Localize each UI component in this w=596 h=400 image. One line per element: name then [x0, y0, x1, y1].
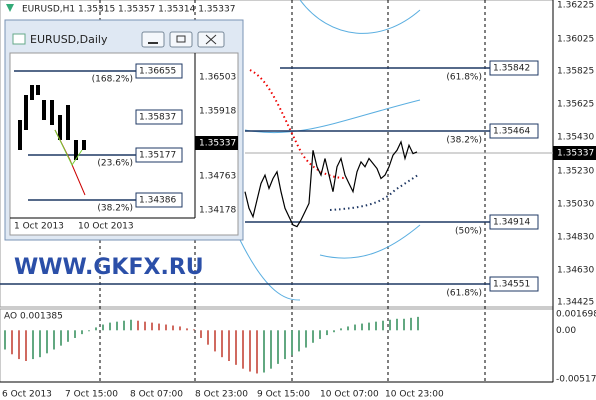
time-label: 10 Oct 23:00 [385, 390, 444, 400]
minimize-button[interactable] [141, 31, 165, 48]
inset-price-label: 1.35918 [199, 107, 236, 117]
price-axis: 1.36225 1.36025 1.35825 1.35625 1.35430 1.352… [553, 1, 596, 308]
time-label: 6 Oct 2013 [2, 390, 52, 400]
band [299, 0, 421, 34]
inset-window[interactable]: EURUSD,Daily 1.36503 1.35918 1.34763 1.3417… [4, 19, 244, 241]
level-box [135, 109, 183, 125]
level-percent: (168.2%) [92, 75, 133, 85]
time-label: 9 Oct 15:00 [257, 390, 310, 400]
icon [176, 35, 186, 43]
level-label: 1.34914 [493, 218, 530, 228]
level-label: 1.35837 [139, 113, 176, 123]
level-label: 1.35842 [493, 64, 530, 74]
level-box [489, 276, 539, 292]
ao-label: AO 0.001385 [4, 312, 63, 322]
current-price: 1.35337 [199, 139, 236, 149]
time-label: 8 Oct 23:00 [195, 390, 248, 400]
price-label: 1.36025 [557, 35, 594, 45]
band [244, 99, 421, 134]
inset-candles [18, 85, 86, 160]
level-percent: (50%) [455, 227, 482, 237]
inset-date: 1 Oct 2013 [14, 222, 64, 232]
level-box [135, 192, 183, 208]
sar [249, 69, 346, 179]
window-title: EURUSD,Daily [30, 33, 108, 46]
separators [99, 0, 486, 382]
price-label: 1.35230 [557, 167, 594, 177]
time-label: 8 Oct 07:00 [130, 390, 183, 400]
level-labels: 1.35842 (61.8%) 1.35464 (38.2%) 1.34914 (50%)… [446, 60, 539, 299]
price-series [244, 140, 418, 228]
price-label: 1.34830 [557, 233, 594, 243]
level-box [489, 123, 539, 139]
time-axis: 6 Oct 2013 7 Oct 15:00 8 Oct 07:00 8 Oct 23… [2, 390, 444, 400]
ao-histogram: 0.001698 0.00 -0.005179 [4, 310, 596, 385]
inset-price-label: 1.36503 [199, 73, 236, 83]
ao-panel [0, 308, 554, 383]
level-label: 1.34386 [139, 196, 176, 206]
inset-line [54, 129, 83, 167]
level-label: 1.34551 [493, 280, 530, 290]
watermark: WWW.GKFX.RU [14, 255, 204, 280]
level-percent: (23.6%) [97, 159, 133, 169]
window-icon [12, 33, 26, 45]
symbol-info: EURUSD,H1 1.35315 1.35357 1.35314 1.3533… [22, 5, 235, 15]
band [239, 224, 421, 301]
price-label: 1.35030 [557, 200, 594, 210]
level-percent: (38.2%) [446, 136, 482, 146]
time-label: 7 Oct 15:00 [65, 390, 118, 400]
price-line [244, 140, 418, 228]
level-percent: (61.8%) [446, 73, 482, 83]
price-label: 1.35825 [557, 67, 594, 77]
ao-axis-label: -0.005179 [556, 375, 596, 385]
level-box [135, 63, 183, 79]
inset-labels: 1.36503 1.35918 1.34763 1.34178 1.35337 1.366… [14, 63, 238, 232]
level-percent: (61.8%) [446, 289, 482, 299]
inset-price-label: 1.34178 [199, 206, 236, 216]
level-label: 1.35177 [139, 151, 176, 161]
level-box [489, 60, 539, 76]
price-label: 1.36225 [557, 1, 594, 11]
icon [6, 4, 14, 12]
time-label: 10 Oct 07:00 [320, 390, 379, 400]
sar [329, 174, 419, 211]
current-price-box [553, 146, 596, 160]
icon [205, 34, 217, 45]
level-box [135, 147, 183, 163]
inset-date: 10 Oct 2013 [78, 222, 134, 232]
price-label: 1.35430 [557, 133, 594, 143]
inset-price-label: 1.34763 [199, 172, 236, 182]
ao-axis-label: 0.00 [556, 326, 576, 336]
level-box [489, 214, 539, 230]
price-label: 1.35625 [557, 100, 594, 110]
level-percent: (38.2%) [97, 204, 133, 214]
maximize-button[interactable] [169, 31, 193, 48]
price-label: 1.34630 [557, 266, 594, 276]
current-price-box [195, 136, 238, 150]
current-price: 1.35337 [557, 149, 594, 159]
level-label: 1.35464 [493, 127, 530, 137]
ao-axis-label: 0.001698 [556, 310, 596, 320]
price-label: 1.34425 [557, 298, 594, 308]
level-label: 1.36655 [139, 67, 176, 77]
